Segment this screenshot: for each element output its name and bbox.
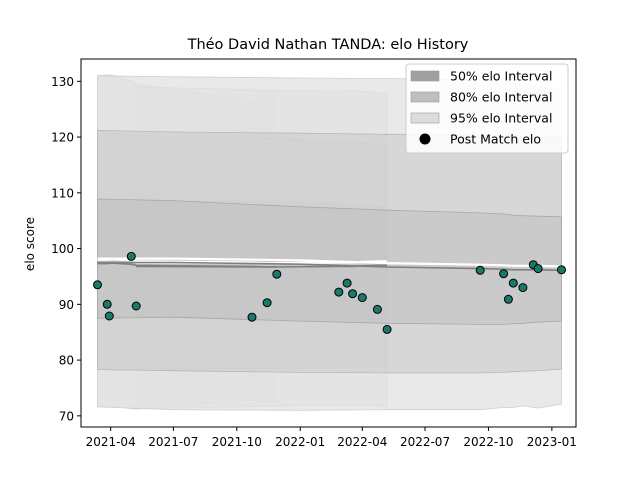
- data-point: [334, 287, 344, 297]
- x-tick-label: 2022-07: [400, 435, 450, 449]
- data-point: [475, 265, 485, 275]
- data-point: [518, 283, 528, 293]
- data-point: [348, 289, 358, 299]
- data-point: [372, 304, 382, 314]
- x-tick-label: 2022-01: [275, 435, 325, 449]
- data-point: [126, 251, 136, 261]
- data-point: [102, 299, 112, 309]
- data-point: [533, 264, 543, 274]
- data-point: [357, 293, 367, 303]
- data-point: [503, 294, 513, 304]
- legend-label-0: 50% elo Interval: [450, 69, 552, 84]
- data-point: [499, 269, 509, 279]
- y-tick-label: 90: [59, 298, 74, 312]
- y-axis-label: elo score: [23, 217, 37, 271]
- x-tick-label: 2021-04: [86, 435, 136, 449]
- y-tick-label: 120: [51, 131, 74, 145]
- legend-marker-3: [419, 133, 431, 145]
- legend-swatch-2: [410, 112, 440, 124]
- y-axis: 70 80 90 100 110 120 130: [51, 75, 81, 423]
- legend-swatch-1: [410, 91, 440, 103]
- legend-label-3: Post Match elo: [450, 132, 541, 147]
- data-point: [93, 280, 102, 290]
- data-point: [508, 278, 518, 288]
- mean-line-2: [97, 261, 562, 272]
- plot-frame: [80, 58, 577, 428]
- y-tick-label: 100: [51, 242, 74, 256]
- data-point: [382, 324, 392, 334]
- x-tick-label: 2021-10: [212, 435, 262, 449]
- legend-swatch-0: [410, 70, 440, 82]
- y-tick-label: 80: [59, 354, 74, 368]
- data-point: [131, 301, 141, 311]
- legend-frame: [405, 63, 569, 154]
- x-tick-label: 2023-01: [527, 435, 577, 449]
- plot-area: [93, 74, 566, 411]
- legend: 50% elo Interval 80% elo Interval 95% elo …: [405, 63, 569, 154]
- y-tick-label: 110: [51, 186, 74, 200]
- legend-label-1: 80% elo Interval: [450, 90, 552, 105]
- data-point: [104, 311, 114, 321]
- data-point: [557, 265, 566, 275]
- x-tick-label: 2022-04: [337, 435, 387, 449]
- x-tick-label: 2021-07: [148, 435, 198, 449]
- chart-title: Théo David Nathan TANDA: elo History: [187, 37, 469, 53]
- legend-label-2: 95% elo Interval: [450, 111, 552, 126]
- data-point: [262, 298, 272, 308]
- y-tick-label: 70: [59, 409, 74, 423]
- data-point: [342, 278, 352, 288]
- x-axis: 2021-04 2021-07 2021-10 2022-01 2022-04 2022-…: [86, 427, 577, 449]
- x-tick-label: 2022-10: [463, 435, 513, 449]
- data-point: [272, 269, 282, 279]
- y-tick-label: 130: [51, 75, 74, 89]
- data-point: [247, 312, 257, 322]
